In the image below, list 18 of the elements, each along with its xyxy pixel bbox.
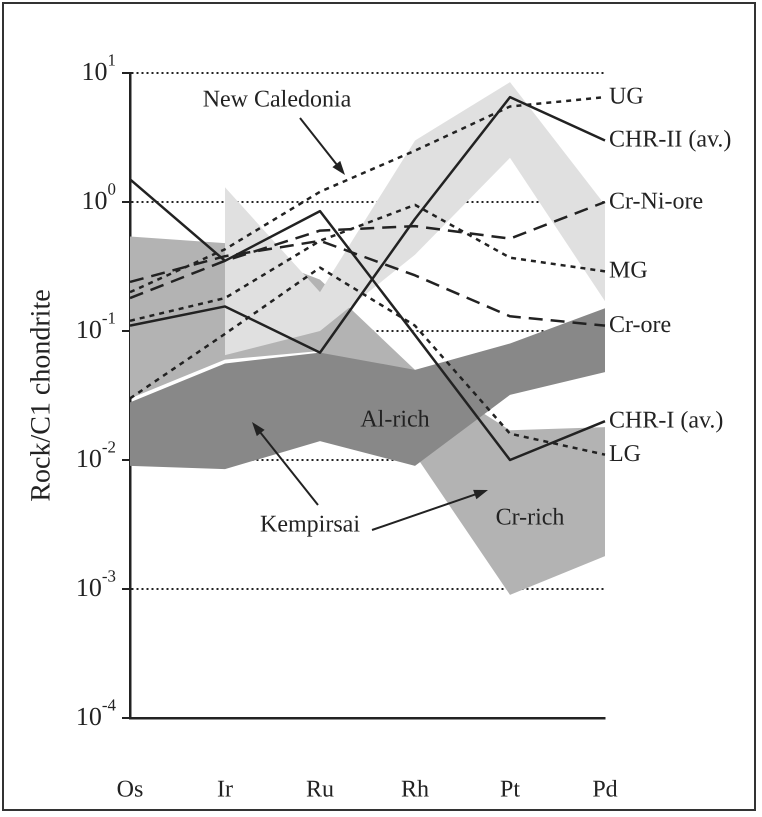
annotation: Al-rich [360, 406, 430, 432]
x-tick-label: Ru [306, 776, 334, 803]
x-tick-label: Rh [400, 776, 430, 803]
annotation: New Caledonia [202, 86, 352, 112]
x-tick-label: Pt [500, 776, 520, 803]
series-label: UG [609, 83, 644, 110]
series-label: Cr-Ni-ore [609, 188, 704, 214]
y-axis-title: Rock/C1 chondrite [25, 289, 56, 502]
series-label: CHR-II (av.) [609, 126, 732, 153]
series-label: CHR-I (av.) [609, 407, 724, 434]
series-label: LG [609, 440, 641, 467]
x-tick-label: Pd [592, 776, 618, 803]
annotation: Kempirsai [260, 511, 360, 538]
series-label: Cr-ore [609, 312, 672, 338]
x-tick-label: Ir [217, 776, 233, 803]
x-tick-label: Os [116, 776, 144, 803]
series-label: MG [609, 258, 648, 284]
annotation: Cr-rich [496, 504, 564, 530]
